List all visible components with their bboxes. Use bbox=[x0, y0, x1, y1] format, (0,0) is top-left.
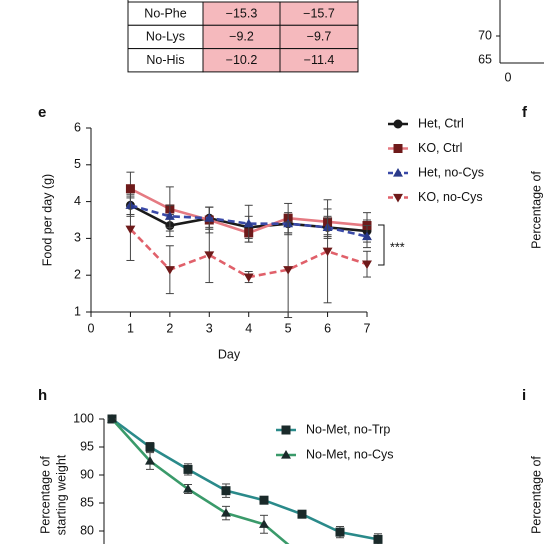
marker bbox=[297, 509, 307, 519]
y-tick-label: 1 bbox=[74, 304, 81, 318]
series-line bbox=[111, 417, 379, 541]
legend-marker bbox=[393, 168, 403, 177]
y-tick-label: 6 bbox=[74, 120, 81, 134]
side-label: Percentage of bbox=[529, 456, 543, 534]
y-tick-label: 100 bbox=[73, 411, 94, 425]
marker bbox=[259, 495, 269, 505]
y-tick-label: 95 bbox=[80, 439, 94, 453]
series bbox=[107, 414, 290, 544]
legend-label: KO, no-Cys bbox=[418, 190, 483, 204]
cell-text: −9.2 bbox=[229, 30, 254, 44]
x-tick-label: 5 bbox=[285, 321, 292, 335]
y-tick-label: 2 bbox=[74, 267, 81, 281]
legend-label: KO, Ctrl bbox=[418, 141, 462, 155]
x-tick-label: 2 bbox=[166, 321, 173, 335]
side-label: Percentage of bbox=[529, 171, 543, 249]
marker bbox=[164, 266, 175, 275]
y-tick-label: 90 bbox=[80, 467, 94, 481]
legend-label: Het, Ctrl bbox=[418, 116, 464, 130]
y-tick-label: 85 bbox=[80, 495, 94, 509]
marker bbox=[283, 266, 294, 275]
y-tick-label: 3 bbox=[74, 231, 81, 245]
marker bbox=[362, 231, 372, 241]
y-tick-label: 4 bbox=[74, 194, 81, 208]
marker bbox=[221, 508, 231, 517]
cell-text: −10.2 bbox=[226, 53, 258, 67]
cell-text: No-Lys bbox=[146, 30, 185, 44]
y-axis-label: Percentage of bbox=[38, 456, 52, 534]
marker bbox=[164, 211, 175, 220]
annotation: *** bbox=[390, 240, 405, 254]
cell-text: −15.7 bbox=[303, 6, 335, 20]
cell-text: −9.7 bbox=[307, 30, 332, 44]
table: No-Phe −15.3 −15.7 No-Lys −9.2 −9.7 No-His −10.… bbox=[127, 0, 359, 73]
marker bbox=[183, 484, 193, 493]
table-cell bbox=[279, 48, 359, 73]
cell-text: No-His bbox=[146, 53, 184, 67]
y-tick-label: 80 bbox=[80, 523, 94, 537]
y-axis-label: Food per day (g) bbox=[40, 174, 54, 266]
panel-label: e bbox=[38, 104, 46, 121]
marker bbox=[243, 218, 254, 228]
panel-label: h bbox=[38, 387, 47, 404]
x-tick-label: 7 bbox=[364, 321, 371, 335]
marker bbox=[221, 486, 231, 496]
cell-text: −11.4 bbox=[304, 53, 335, 67]
marker bbox=[362, 260, 372, 270]
panel-label: f bbox=[522, 104, 528, 121]
series-line bbox=[111, 418, 290, 544]
series bbox=[107, 414, 383, 544]
marker bbox=[125, 225, 136, 235]
marker bbox=[373, 534, 383, 544]
marker bbox=[125, 184, 135, 194]
bracket bbox=[378, 224, 385, 266]
tick-label: 65 bbox=[478, 52, 492, 66]
legend-marker bbox=[393, 144, 403, 153]
tick-label: 70 bbox=[478, 28, 492, 42]
legend-label: Het, no-Cys bbox=[418, 165, 484, 179]
marker bbox=[259, 519, 269, 528]
marker bbox=[107, 414, 117, 423]
cell-text: −15.3 bbox=[226, 6, 258, 20]
legend-marker bbox=[393, 193, 403, 203]
x-tick-label: 1 bbox=[127, 321, 134, 335]
marker bbox=[322, 247, 333, 257]
x-tick-label: 0 bbox=[88, 321, 95, 335]
legend-label: No-Met, no-Cys bbox=[306, 447, 394, 461]
legend-marker bbox=[281, 425, 291, 435]
panel-label: i bbox=[522, 387, 526, 404]
x-axis-label: Day bbox=[218, 347, 241, 361]
x-tick-label: 3 bbox=[206, 321, 213, 335]
series bbox=[125, 197, 372, 319]
y-tick-label: 5 bbox=[74, 157, 81, 171]
marker bbox=[204, 213, 215, 222]
tick-label: 0 bbox=[505, 70, 512, 84]
legend-marker bbox=[281, 450, 291, 459]
marker bbox=[243, 273, 254, 282]
x-tick-label: 6 bbox=[324, 321, 331, 335]
cell-text: No-Phe bbox=[144, 6, 186, 20]
legend-marker bbox=[393, 119, 403, 129]
legend-label: No-Met, no-Trp bbox=[306, 422, 390, 436]
marker bbox=[145, 456, 155, 465]
y-axis-label: starting weight bbox=[54, 454, 68, 535]
x-tick-label: 4 bbox=[245, 321, 252, 335]
marker bbox=[335, 527, 345, 537]
marker bbox=[183, 464, 193, 474]
marker bbox=[204, 251, 215, 260]
marker bbox=[145, 442, 155, 452]
